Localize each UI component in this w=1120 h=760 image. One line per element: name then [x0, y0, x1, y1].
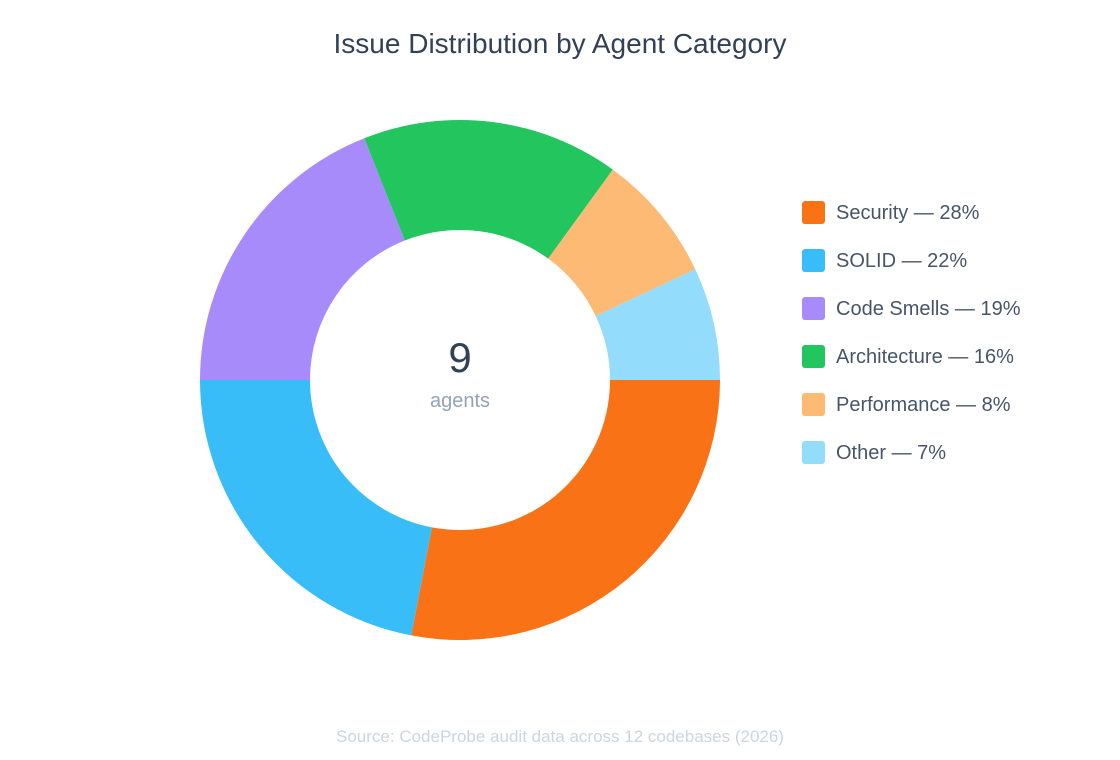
- legend-swatch: [802, 345, 825, 368]
- legend-item-security[interactable]: Security — 28%: [802, 201, 1021, 249]
- legend: Security — 28% SOLID — 22% Code Smells —…: [802, 201, 1021, 489]
- slice-security[interactable]: [411, 380, 720, 641]
- legend-label: Security — 28%: [836, 202, 980, 224]
- legend-label: Other — 7%: [836, 442, 947, 464]
- slice-performance[interactable]: [548, 169, 696, 317]
- legend-label: Code Smells — 19%: [836, 298, 1021, 320]
- chart-title: Issue Distribution by Agent Category: [333, 28, 787, 59]
- slice-architecture[interactable]: [364, 120, 613, 259]
- center-label: agents: [429, 390, 491, 412]
- slice-code-smells[interactable]: [200, 138, 405, 380]
- legend-label: SOLID — 22%: [836, 250, 968, 272]
- legend-item-code-smells[interactable]: Code Smells — 19%: [802, 297, 1021, 345]
- center-value: 9: [448, 334, 472, 381]
- legend-swatch: [802, 393, 825, 416]
- legend-item-architecture[interactable]: Architecture — 16%: [802, 345, 1021, 393]
- slice-other[interactable]: [595, 269, 720, 380]
- slice-solid[interactable]: [200, 380, 432, 636]
- legend-item-solid[interactable]: SOLID — 22%: [802, 249, 1021, 297]
- legend-item-other[interactable]: Other — 7%: [802, 441, 1021, 489]
- legend-swatch: [802, 441, 825, 464]
- legend-swatch: [802, 201, 825, 224]
- source-note: Source: CodeProbe audit data across 12 c…: [336, 727, 784, 746]
- legend-swatch: [802, 297, 825, 320]
- legend-label: Architecture — 16%: [836, 346, 1014, 368]
- legend-item-performance[interactable]: Performance — 8%: [802, 393, 1021, 441]
- legend-label: Performance — 8%: [836, 394, 1011, 416]
- legend-swatch: [802, 249, 825, 272]
